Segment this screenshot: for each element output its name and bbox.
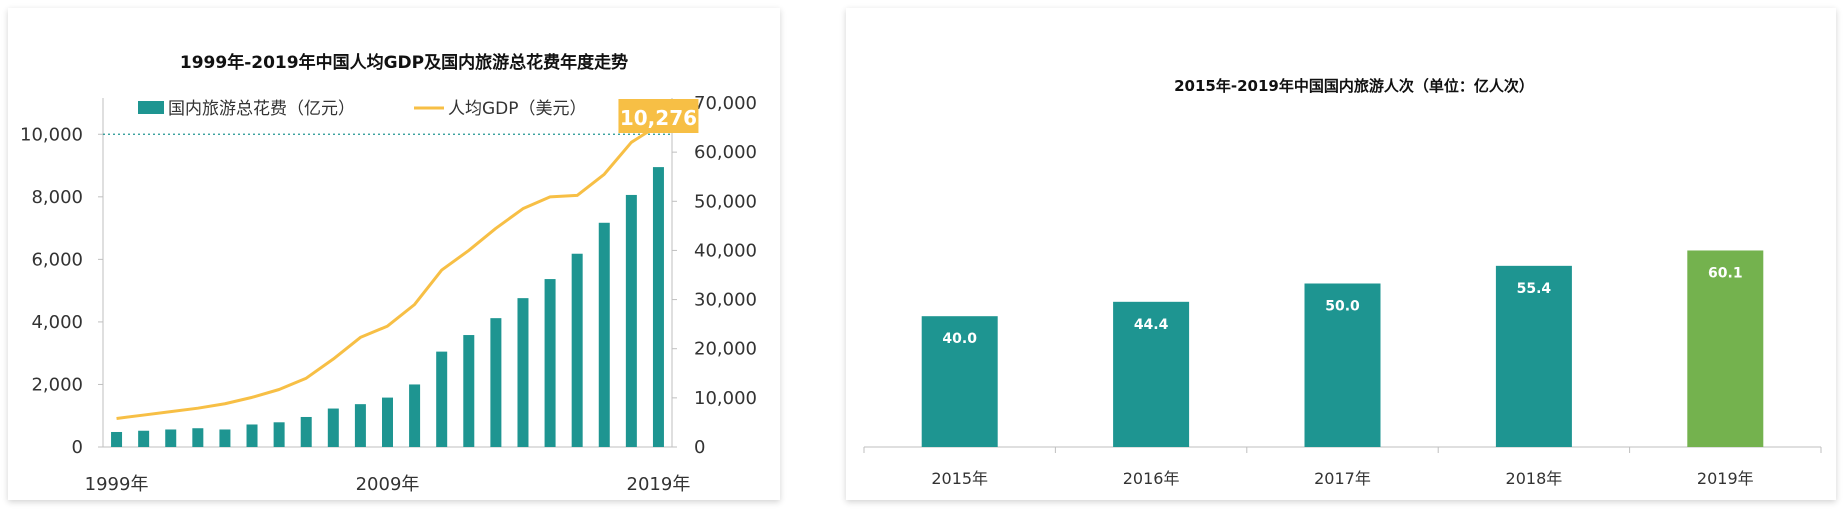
x-axis-tick-label: 2018年 — [1506, 469, 1563, 488]
spending-bar — [652, 167, 664, 448]
chart-title: 2015年-2019年中国国内旅游人次（单位：亿人次） — [1174, 77, 1534, 95]
right-axis-tick-label: 30,000 — [694, 290, 757, 311]
right-axis-tick-label: 0 — [694, 437, 705, 458]
left-axis-tick-label: 2,000 — [31, 374, 83, 395]
spending-bar — [409, 384, 421, 447]
spending-bar — [300, 416, 312, 447]
legend-bar-swatch — [138, 101, 164, 114]
spending-bar — [246, 424, 258, 447]
spending-bar — [463, 335, 475, 447]
bar-value-label: 60.1 — [1708, 265, 1743, 281]
spending-bar — [490, 318, 502, 447]
gdp-tourism-spending-chart-panel: 1999年-2019年中国人均GDP及国内旅游总花费年度走势 国内旅游总花费（亿… — [8, 8, 780, 500]
bar-value-label: 50.0 — [1325, 299, 1360, 315]
spending-bar — [327, 408, 339, 447]
left-axis-tick-label: 4,000 — [31, 312, 83, 333]
spending-bar — [192, 428, 204, 447]
x-axis-tick-label: 2019年 — [1697, 469, 1754, 488]
spending-bar — [165, 429, 177, 447]
x-axis-tick-label: 2017年 — [1314, 469, 1371, 488]
spending-bar — [219, 429, 231, 447]
spending-bar — [598, 222, 610, 447]
trips-bar — [1687, 250, 1764, 447]
x-axis-tick-label: 2009年 — [356, 474, 420, 495]
x-axis-tick-label: 1999年 — [85, 474, 149, 495]
left-axis-tick-label: 6,000 — [31, 249, 83, 270]
left-axis-tick-label: 0 — [72, 437, 83, 458]
spending-bar — [138, 430, 150, 447]
gdp-callout-label: 10,276 — [620, 106, 697, 130]
bar-value-label: 55.4 — [1517, 281, 1552, 297]
right-axis-tick-label: 50,000 — [694, 191, 757, 212]
bar-value-label: 44.4 — [1134, 317, 1169, 333]
x-axis-tick-label: 2019年 — [627, 474, 691, 495]
x-axis-tick-label: 2016年 — [1123, 469, 1180, 488]
trips-bar — [921, 316, 998, 447]
spending-bar — [544, 279, 556, 447]
trips-bar — [1304, 283, 1381, 447]
trips-bar — [1113, 301, 1190, 447]
right-axis-tick-label: 60,000 — [694, 142, 757, 163]
spending-bar — [436, 351, 448, 447]
plot-area: 40.0 2015年 44.4 2016年 50.0 2017年 55.4 2018年 60.1… — [863, 250, 1822, 488]
domestic-trips-chart-panel: 2015年-2019年中国国内旅游人次（单位：亿人次） 40.0 2015年 44.… — [846, 8, 1836, 500]
spending-bar — [382, 397, 393, 447]
trips-bar — [1495, 265, 1572, 447]
spending-bar — [354, 404, 366, 447]
spending-bar — [571, 253, 583, 447]
spending-bar — [273, 422, 285, 447]
gdp-tourism-spending-chart: 1999年-2019年中国人均GDP及国内旅游总花费年度走势 国内旅游总花费（亿… — [20, 52, 757, 495]
right-axis-tick-label: 10,000 — [694, 388, 757, 409]
spending-bar — [625, 194, 637, 447]
chart-title: 1999年-2019年中国人均GDP及国内旅游总花费年度走势 — [180, 52, 628, 73]
spending-bar — [111, 431, 123, 447]
left-axis-tick-label: 10,000 — [20, 124, 83, 145]
right-axis-tick-label: 40,000 — [694, 240, 757, 261]
x-axis-tick-label: 2015年 — [931, 469, 988, 488]
plot-area: 0 2,000 4,000 6,000 8,000 10,000 0 10,000 20,000… — [20, 93, 757, 495]
bar-value-label: 40.0 — [942, 331, 977, 347]
gdp-callout-box — [618, 99, 699, 133]
right-axis-tick-label: 20,000 — [694, 339, 757, 360]
domestic-trips-chart: 2015年-2019年中国国内旅游人次（单位：亿人次） 40.0 2015年 44.… — [863, 77, 1822, 488]
right-axis-tick-label: 70,000 — [694, 93, 757, 114]
gdp-per-capita-line — [116, 123, 660, 420]
spending-bar — [517, 298, 529, 447]
legend-bar-label: 国内旅游总花费（亿元） — [168, 99, 355, 119]
left-axis-tick-label: 8,000 — [31, 187, 83, 208]
legend-line-label: 人均GDP（美元） — [448, 99, 587, 119]
